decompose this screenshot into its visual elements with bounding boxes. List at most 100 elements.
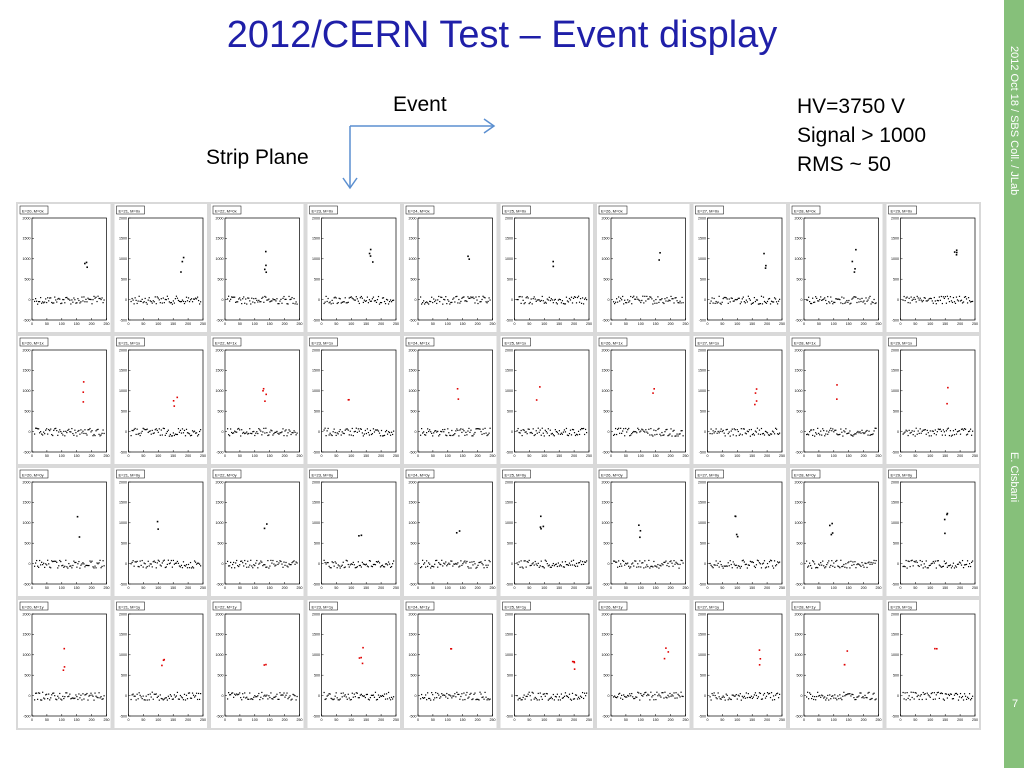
data-point: [930, 297, 932, 300]
data-point: [293, 430, 295, 432]
data-point: [842, 695, 844, 697]
data-point: [184, 435, 187, 437]
y-tick-label: -500: [699, 450, 706, 454]
data-point: [54, 428, 56, 430]
data-point: [632, 562, 634, 564]
plot-frame: [900, 349, 976, 453]
data-point: [45, 694, 47, 696]
data-point: [771, 301, 774, 303]
signal-point: [360, 534, 363, 537]
data-point: [327, 297, 329, 300]
data-point: [460, 560, 462, 562]
data-point: [556, 431, 558, 433]
data-point: [161, 434, 163, 436]
data-point: [952, 698, 955, 700]
data-point: [864, 562, 866, 564]
data-point: [460, 300, 462, 303]
signal-point: [734, 515, 737, 517]
data-point: [651, 696, 653, 698]
data-point: [465, 431, 467, 433]
data-point: [467, 697, 469, 699]
data-point: [181, 299, 184, 301]
data-point: [86, 301, 88, 303]
data-point: [295, 699, 297, 701]
data-point: [350, 698, 352, 701]
data-point: [534, 434, 536, 436]
data-point: [655, 298, 657, 301]
y-tick-label: 1000: [505, 521, 513, 525]
data-point: [583, 561, 586, 563]
data-point: [633, 295, 635, 297]
data-point: [261, 297, 263, 299]
signal-point: [265, 271, 268, 274]
data-point: [363, 433, 365, 435]
data-point: [952, 562, 955, 564]
data-point: [917, 564, 919, 567]
data-point: [529, 564, 531, 567]
x-tick-label: 0: [417, 586, 419, 590]
data-point: [429, 563, 431, 565]
data-point: [944, 296, 946, 298]
signal-point: [947, 386, 949, 389]
data-point: [273, 299, 275, 301]
data-point: [750, 303, 752, 305]
data-point: [248, 698, 250, 700]
data-point: [842, 302, 844, 305]
data-point: [770, 433, 773, 435]
data-point: [285, 561, 287, 564]
data-point: [260, 696, 262, 698]
data-point: [433, 699, 435, 701]
data-point: [392, 560, 395, 562]
data-point: [391, 698, 394, 700]
y-tick-label: 0: [511, 298, 513, 302]
data-point: [386, 299, 389, 301]
data-point: [256, 299, 258, 301]
y-tick-label: 0: [125, 298, 127, 302]
data-point: [638, 299, 640, 301]
data-point: [291, 296, 293, 299]
data-point: [166, 430, 168, 433]
y-tick-label: 2000: [795, 216, 803, 220]
data-point: [192, 567, 195, 569]
x-tick-label: 150: [267, 322, 273, 326]
x-tick-label: 250: [297, 718, 303, 722]
data-point: [142, 427, 144, 429]
data-point: [258, 692, 260, 695]
x-tick-label: 50: [45, 586, 49, 590]
data-point: [429, 697, 431, 700]
data-point: [100, 567, 102, 569]
x-tick-label: 0: [417, 322, 419, 326]
y-tick-label: 500: [25, 278, 31, 282]
data-point: [287, 566, 289, 568]
x-tick-label: 50: [141, 322, 145, 326]
signal-point: [571, 660, 574, 663]
data-point: [197, 692, 200, 695]
data-point: [947, 427, 950, 429]
data-point: [290, 298, 292, 300]
data-point: [869, 698, 871, 701]
data-point: [146, 699, 148, 701]
data-point: [936, 560, 938, 562]
data-point: [240, 696, 242, 699]
data-point: [172, 300, 174, 302]
data-point: [663, 697, 665, 699]
signal-point: [361, 662, 364, 665]
x-tick-label: 100: [734, 718, 740, 722]
data-point: [384, 431, 387, 433]
data-point: [668, 299, 670, 301]
data-point: [582, 563, 585, 566]
data-point: [361, 561, 363, 563]
signal-point: [639, 529, 642, 532]
data-point: [292, 302, 294, 304]
data-point: [773, 297, 776, 299]
data-point: [951, 434, 954, 436]
data-point: [380, 695, 383, 697]
data-point: [869, 295, 871, 298]
data-point: [384, 563, 387, 565]
data-point: [925, 433, 927, 435]
data-point: [77, 698, 79, 701]
y-tick-label: 500: [893, 674, 899, 678]
y-tick-label: 1000: [795, 389, 803, 393]
